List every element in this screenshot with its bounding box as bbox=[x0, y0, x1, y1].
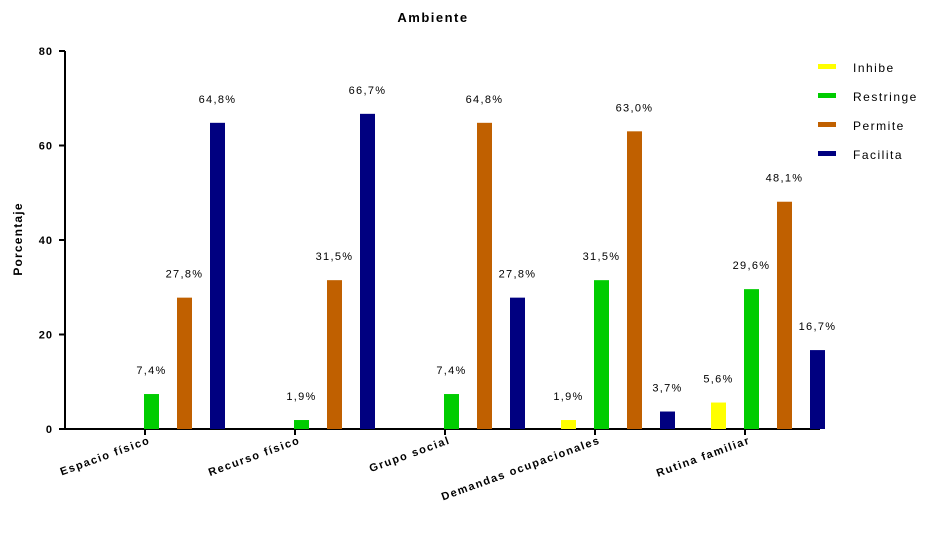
bar bbox=[627, 131, 642, 429]
data-label: 48,1% bbox=[766, 173, 804, 185]
bar bbox=[177, 297, 192, 429]
data-label: 63,0% bbox=[616, 102, 654, 114]
x-tick-label: Rutina familiar bbox=[655, 435, 752, 480]
data-label: 66,7% bbox=[349, 85, 387, 97]
bar bbox=[444, 394, 459, 429]
data-label: 31,5% bbox=[583, 251, 621, 263]
data-label: 64,8% bbox=[199, 94, 237, 106]
y-tick-label: 0 bbox=[46, 424, 53, 436]
x-tick-label: Espacio físico bbox=[59, 435, 152, 479]
x-tick-label: Recurso físico bbox=[207, 435, 302, 479]
y-tick-label: 60 bbox=[39, 141, 53, 153]
legend-swatch bbox=[818, 93, 836, 98]
y-tick-label: 20 bbox=[39, 330, 53, 342]
data-labels: 1,9% 5,6% 7,4% 1,9% 7,4% 31,5% 29,6% 27,8% 31,5%… bbox=[136, 85, 837, 403]
bar bbox=[561, 420, 576, 429]
bar bbox=[777, 201, 792, 429]
y-tick-label: 80 bbox=[39, 46, 53, 58]
bar bbox=[594, 280, 609, 429]
data-label: 64,8% bbox=[466, 94, 504, 106]
legend-swatch bbox=[818, 64, 836, 69]
x-tick-label: Grupo social bbox=[368, 435, 452, 475]
bar bbox=[711, 402, 726, 429]
data-label: 1,9% bbox=[286, 391, 316, 403]
legend-label: Restringe bbox=[853, 90, 918, 104]
axes: 0 20 40 60 80 Espacio físico Recurso físico Gru… bbox=[39, 46, 820, 503]
legend-label: Permite bbox=[853, 119, 905, 133]
bar bbox=[327, 280, 342, 429]
x-tick-label: Demandas ocupacionales bbox=[440, 435, 602, 504]
bar bbox=[144, 394, 159, 429]
bars bbox=[144, 113, 825, 429]
data-label: 7,4% bbox=[136, 365, 166, 377]
legend-label: Facilita bbox=[853, 148, 903, 162]
data-label: 7,4% bbox=[436, 365, 466, 377]
data-label: 3,7% bbox=[652, 383, 682, 395]
bar bbox=[294, 420, 309, 429]
bar bbox=[660, 411, 675, 429]
bar bbox=[510, 297, 525, 429]
data-label: 29,6% bbox=[733, 260, 771, 272]
bar bbox=[810, 350, 825, 429]
data-label: 27,8% bbox=[166, 269, 204, 281]
bar bbox=[360, 113, 375, 429]
data-label: 27,8% bbox=[499, 269, 537, 281]
y-tick-label: 40 bbox=[39, 235, 53, 247]
y-axis-label: Porcentaje bbox=[11, 202, 25, 275]
chart-title: Ambiente bbox=[397, 10, 468, 25]
data-label: 5,6% bbox=[703, 374, 733, 386]
data-label: 31,5% bbox=[316, 251, 354, 263]
data-label: 16,7% bbox=[799, 321, 837, 333]
legend-label: Inhibe bbox=[853, 61, 895, 75]
bar bbox=[210, 122, 225, 429]
legend-swatch bbox=[818, 151, 836, 156]
legend: Inhibe Restringe Permite Facilita bbox=[818, 61, 918, 162]
bar bbox=[744, 289, 759, 429]
bar bbox=[477, 122, 492, 429]
data-label: 1,9% bbox=[553, 391, 583, 403]
legend-swatch bbox=[818, 122, 836, 127]
